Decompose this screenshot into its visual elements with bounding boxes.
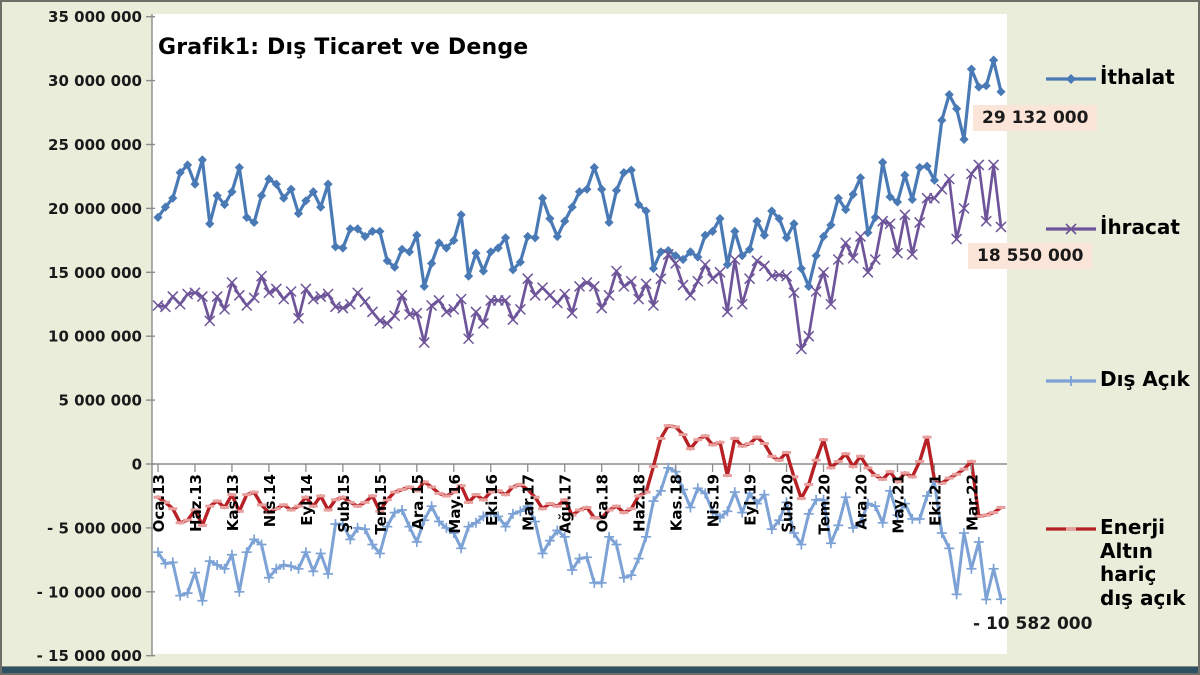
data-label-ihracat-last: 18 550 000	[968, 243, 1093, 269]
legend-item-dis-acik: Dış Açık	[1045, 367, 1195, 394]
svg-text:Tem.20: Tem.20	[816, 474, 834, 535]
svg-text:10 000 000: 10 000 000	[48, 328, 142, 346]
svg-text:Mar.17: Mar.17	[520, 474, 538, 531]
ithalat-legend-marker-icon	[1045, 70, 1097, 92]
svg-text:35 000 000: 35 000 000	[48, 8, 142, 26]
svg-text:20 000 000: 20 000 000	[48, 200, 142, 218]
svg-text:- 5 000 000: - 5 000 000	[47, 519, 142, 537]
svg-text:Eki.16: Eki.16	[483, 474, 501, 526]
svg-text:Eyl.19: Eyl.19	[742, 474, 760, 526]
svg-text:Tem.15: Tem.15	[372, 474, 390, 535]
legend-item-enerji-altin-haric: Enerji Altın hariç dış açık	[1045, 515, 1195, 610]
svg-text:May.21: May.21	[890, 474, 908, 534]
svg-text:Haz.13: Haz.13	[187, 474, 205, 532]
svg-text:30 000 000: 30 000 000	[48, 72, 142, 90]
chart-title: Grafik1: Dış Ticaret ve Denge	[158, 35, 529, 60]
svg-text:Eyl.14: Eyl.14	[298, 474, 316, 526]
svg-text:Oca.13: Oca.13	[150, 474, 168, 532]
window-bottom-edge	[2, 666, 1198, 673]
legend-label-ithalat: İthalat	[1100, 65, 1175, 89]
svg-text:5 000 000: 5 000 000	[58, 392, 142, 410]
legend-label-enerji-altin-haric: Enerji Altın hariç dış açık	[1100, 515, 1186, 610]
legend-label-ihracat: İhracat	[1100, 215, 1180, 239]
svg-text:0: 0	[132, 456, 142, 474]
svg-text:May.16: May.16	[446, 474, 464, 534]
data-label-ithalat-last: 29 132 000	[973, 105, 1098, 131]
svg-text:Kas.13: Kas.13	[224, 474, 242, 531]
svg-text:Şub.20: Şub.20	[779, 474, 797, 533]
svg-text:Oca.18: Oca.18	[594, 474, 612, 532]
svg-text:25 000 000: 25 000 000	[48, 136, 142, 154]
svg-text:Mar.22: Mar.22	[963, 474, 981, 531]
svg-text:Kas.18: Kas.18	[668, 474, 686, 531]
legend-label-dis-acik: Dış Açık	[1100, 367, 1190, 391]
svg-text:Nis.14: Nis.14	[261, 474, 279, 527]
svg-text:Ara.15: Ara.15	[409, 474, 427, 530]
svg-text:- 15 000 000: - 15 000 000	[37, 647, 142, 665]
dis-acik-legend-marker-icon	[1045, 372, 1097, 394]
ihracat-legend-marker-icon	[1045, 220, 1097, 242]
legend-item-ihracat: İhracat	[1045, 215, 1195, 242]
svg-text:- 10 000 000: - 10 000 000	[37, 583, 142, 601]
legend-item-ithalat: İthalat	[1045, 65, 1195, 92]
svg-text:Haz.18: Haz.18	[631, 474, 649, 532]
svg-text:Eki.21: Eki.21	[926, 474, 944, 526]
svg-text:Ağu.17: Ağu.17	[557, 474, 575, 534]
enerji-altin-haric-legend-marker-icon	[1045, 520, 1097, 542]
svg-text:15 000 000: 15 000 000	[48, 264, 142, 282]
svg-text:Şub.15: Şub.15	[335, 474, 353, 533]
svg-text:Ara.20: Ara.20	[853, 474, 871, 530]
data-label-dis-acik-last: - 10 582 000	[973, 614, 1093, 634]
svg-text:Nis.19: Nis.19	[705, 474, 723, 527]
